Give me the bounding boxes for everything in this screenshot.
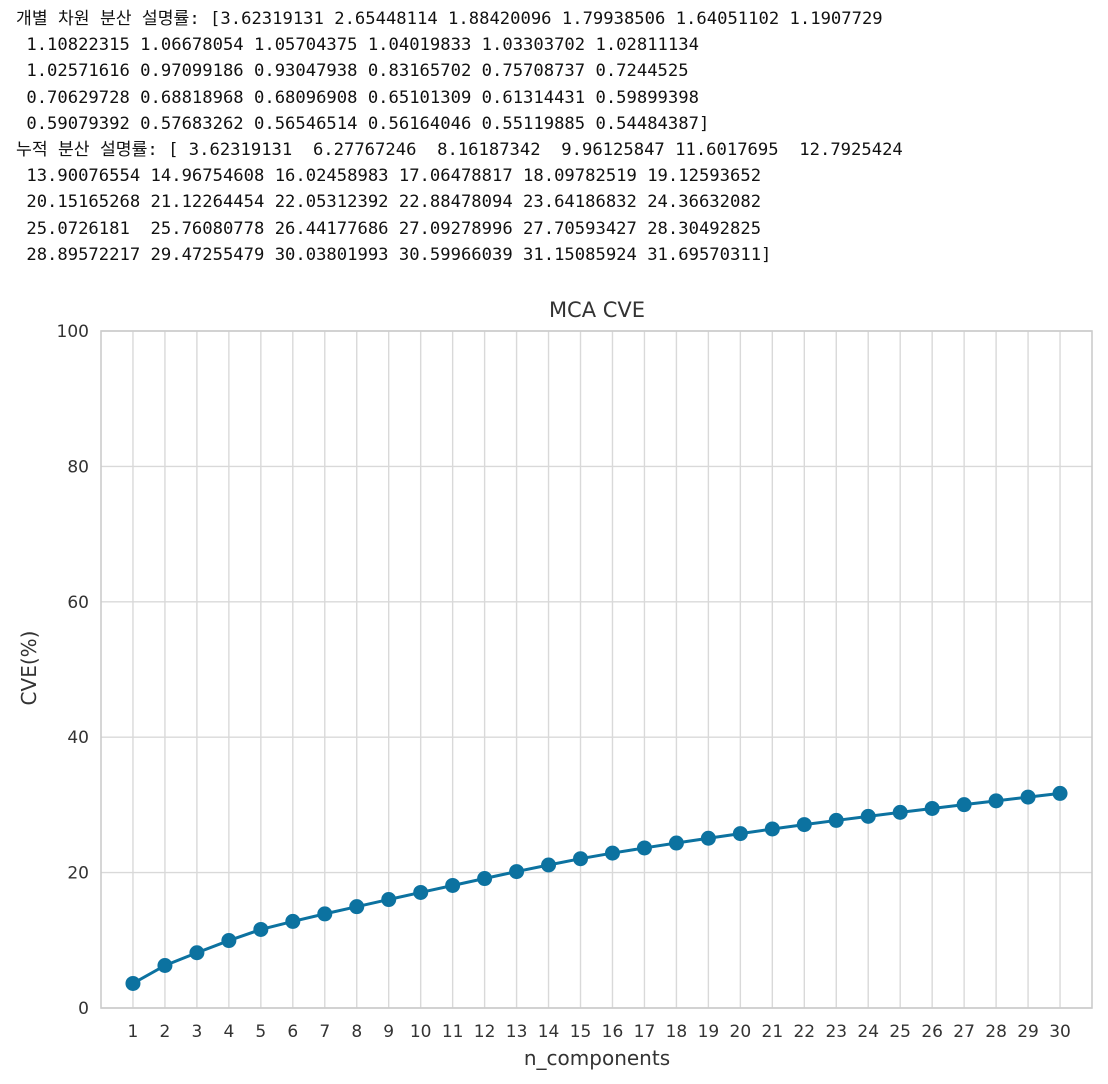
data-point bbox=[604, 845, 620, 861]
x-tick-label: 12 bbox=[474, 1022, 496, 1042]
data-point bbox=[1020, 789, 1036, 805]
data-point bbox=[285, 913, 301, 929]
x-tick-label: 28 bbox=[985, 1022, 1007, 1042]
x-tick-label: 16 bbox=[602, 1022, 624, 1042]
console-output: 개별 차원 분산 설명률: [3.62319131 2.65448114 1.8… bbox=[0, 6, 1108, 268]
y-tick-label: 100 bbox=[57, 322, 89, 342]
x-tick-label: 10 bbox=[410, 1022, 432, 1042]
data-point bbox=[732, 826, 748, 842]
x-tick-label: 9 bbox=[383, 1022, 394, 1042]
data-point bbox=[924, 800, 940, 816]
x-tick-label: 8 bbox=[351, 1022, 362, 1042]
y-axis-label: CVE(%) bbox=[17, 631, 41, 706]
y-tick-label: 60 bbox=[67, 593, 89, 613]
data-point bbox=[349, 899, 365, 915]
x-tick-label: 4 bbox=[223, 1022, 234, 1042]
console-line: 20.15165268 21.12264454 22.05312392 22.8… bbox=[16, 192, 762, 213]
x-tick-label: 18 bbox=[666, 1022, 688, 1042]
x-tick-label: 14 bbox=[538, 1022, 560, 1042]
x-tick-label: 20 bbox=[730, 1022, 752, 1042]
x-tick-label: 13 bbox=[506, 1022, 528, 1042]
data-point bbox=[317, 906, 333, 922]
y-tick-label: 20 bbox=[67, 864, 89, 884]
tick-labels: 1 2 3 4 5 6 7 8 9 10 11 12 13 14 15 16 17 18 19 20 21 22 23 24 2… bbox=[57, 322, 1071, 1042]
console-line: 1.10822315 1.06678054 1.05704375 1.04019… bbox=[16, 35, 699, 56]
x-tick-label: 25 bbox=[889, 1022, 911, 1042]
grid-lines bbox=[101, 330, 1092, 1009]
chart-title: MCA CVE bbox=[549, 298, 645, 322]
console-line: 0.59079392 0.57683262 0.56546514 0.56164… bbox=[16, 113, 710, 134]
x-tick-label: 24 bbox=[857, 1022, 879, 1042]
data-point bbox=[1052, 785, 1068, 801]
x-tick-label: 3 bbox=[191, 1022, 202, 1042]
data-point bbox=[541, 857, 557, 873]
data-point bbox=[668, 835, 684, 851]
x-tick-label: 23 bbox=[825, 1022, 847, 1042]
console-line: 0.70629728 0.68818968 0.68096908 0.65101… bbox=[16, 87, 699, 108]
data-point bbox=[636, 840, 652, 856]
console-line: 13.90076554 14.96754608 16.02458983 17.0… bbox=[16, 166, 762, 187]
data-point bbox=[381, 892, 397, 908]
data-point bbox=[509, 864, 525, 880]
data-point bbox=[477, 871, 493, 887]
data-point bbox=[796, 817, 812, 833]
data-point bbox=[988, 793, 1004, 809]
x-tick-label: 26 bbox=[921, 1022, 943, 1042]
plot-frame bbox=[100, 330, 1093, 1009]
y-tick-label: 0 bbox=[78, 999, 89, 1019]
data-point bbox=[764, 821, 780, 837]
x-tick-label: 27 bbox=[953, 1022, 975, 1042]
x-tick-label: 19 bbox=[698, 1022, 720, 1042]
x-axis-label: n_components bbox=[524, 1046, 670, 1070]
data-point bbox=[413, 884, 429, 900]
data-point bbox=[221, 933, 237, 949]
x-tick-label: 17 bbox=[634, 1022, 656, 1042]
data-point bbox=[892, 804, 908, 820]
data-point bbox=[860, 808, 876, 824]
data-point bbox=[125, 975, 141, 991]
console-line: 개별 차원 분산 설명률: [3.62319131 2.65448114 1.8… bbox=[16, 9, 883, 29]
x-tick-label: 29 bbox=[1017, 1022, 1039, 1042]
console-line: 1.02571616 0.97099186 0.93047938 0.83165… bbox=[16, 61, 689, 82]
data-point bbox=[700, 830, 716, 846]
series-line bbox=[132, 791, 1061, 985]
x-tick-label: 30 bbox=[1049, 1022, 1071, 1042]
data-point bbox=[445, 877, 461, 893]
console-line: 누적 분산 설명률: [ 3.62319131 6.27767246 8.161… bbox=[16, 139, 903, 160]
x-tick-label: 15 bbox=[570, 1022, 592, 1042]
console-line: 25.0726181 25.76080778 26.44177686 27.09… bbox=[16, 218, 762, 239]
x-tick-label: 6 bbox=[287, 1022, 298, 1042]
x-tick-label: 22 bbox=[793, 1022, 815, 1042]
cve-line-chart: 1 2 3 4 5 6 7 8 9 10 11 12 13 14 15 16 17 18 19 20 21 22 23 24 2… bbox=[17, 298, 1093, 1070]
console-line: 28.89572217 29.47255479 30.03801993 30.5… bbox=[16, 244, 772, 265]
data-point bbox=[189, 945, 205, 961]
x-tick-label: 21 bbox=[762, 1022, 784, 1042]
y-tick-label: 80 bbox=[67, 457, 89, 477]
data-point bbox=[253, 921, 269, 937]
x-tick-label: 5 bbox=[255, 1022, 266, 1042]
data-point bbox=[956, 797, 972, 813]
data-point bbox=[573, 851, 589, 867]
x-tick-label: 7 bbox=[319, 1022, 330, 1042]
data-point bbox=[157, 958, 173, 974]
x-tick-label: 11 bbox=[442, 1022, 464, 1042]
x-tick-label: 2 bbox=[160, 1022, 171, 1042]
series-layer bbox=[125, 785, 1068, 991]
data-point bbox=[828, 812, 844, 828]
x-tick-label: 1 bbox=[128, 1022, 139, 1042]
y-tick-label: 40 bbox=[67, 728, 89, 748]
